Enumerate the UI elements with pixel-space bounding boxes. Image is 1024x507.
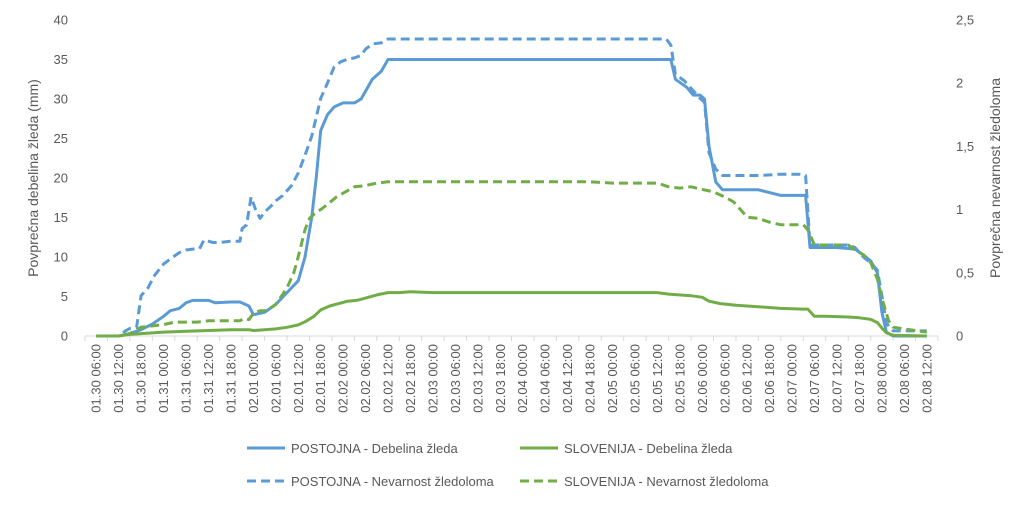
x-tick-label: 02.03 06:00: [448, 344, 463, 413]
x-tick-label: 01.31 18:00: [223, 344, 238, 413]
series-line-3: [96, 37, 927, 338]
x-tick-label: 02.06 00:00: [695, 344, 710, 413]
x-tick-label: 02.06 06:00: [717, 344, 732, 413]
x-tick-label: 02.01 18:00: [313, 344, 328, 413]
x-tick-label: 02.03 00:00: [425, 344, 440, 413]
y-right-tick-label: 1: [956, 202, 963, 217]
x-tick-label: 02.06 12:00: [740, 344, 755, 413]
y-left-tick-label: 25: [54, 131, 68, 146]
x-tick-label: 02.08 12:00: [919, 344, 934, 413]
y-axis-right-title: Povprečna nevarnost žledoloma: [987, 78, 1003, 278]
x-tick-label: 02.05 06:00: [627, 344, 642, 413]
y-right-tick-label: 2,5: [956, 13, 974, 28]
y-left-tick-label: 30: [54, 92, 68, 107]
x-tick-label: 01.30 18:00: [134, 344, 149, 413]
x-tick-label: 02.01 06:00: [268, 344, 283, 413]
x-tick-label: 02.07 06:00: [807, 344, 822, 413]
x-tick-label: 02.07 12:00: [829, 344, 844, 413]
x-tick-label: 01.30 12:00: [111, 344, 126, 413]
x-tick-label: 02.06 18:00: [762, 344, 777, 413]
legend-label: POSTOJNA - Nevarnost žledoloma: [291, 474, 495, 489]
x-tick-label: 02.08 00:00: [874, 344, 889, 413]
x-tick-label: 02.05 12:00: [650, 344, 665, 413]
series-line-4: [96, 180, 928, 338]
series-line-2: [96, 290, 927, 338]
x-tick-label: 02.04 00:00: [515, 344, 530, 413]
x-tick-label: 02.01 12:00: [291, 344, 306, 413]
y-left-tick-label: 10: [54, 250, 68, 265]
x-tick-label: 02.02 06:00: [358, 344, 373, 413]
series-group: [96, 37, 928, 338]
legend-label: POSTOJNA - Debelina žleda: [291, 441, 458, 456]
y-left-tick-label: 15: [54, 210, 68, 225]
x-tick-label: 02.07 00:00: [785, 344, 800, 413]
x-tick-label: 02.04 06:00: [538, 344, 553, 413]
x-tick-label: 02.04 18:00: [583, 344, 598, 413]
x-tick-label: 01.31 00:00: [156, 344, 171, 413]
x-tick-label: 02.03 18:00: [493, 344, 508, 413]
left-axis-ticks: 0 5 10 15 20 25 30 35 40: [54, 13, 68, 344]
x-tick-label: 02.01 00:00: [246, 344, 261, 413]
x-tick-label: 02.02 00:00: [336, 344, 351, 413]
y-axis-left-title: Povprečna debelina žleda (mm): [25, 79, 41, 277]
y-left-tick-label: 40: [54, 13, 68, 28]
y-left-tick-label: 5: [61, 289, 68, 304]
y-left-tick-label: 35: [54, 52, 68, 67]
x-tick-label: 02.03 12:00: [470, 344, 485, 413]
x-axis-ticks: 01.30 06:00 01.30 12:00 01.30 18:00 01.31 0…: [84, 336, 939, 413]
y-right-tick-label: 0: [956, 329, 963, 344]
series-line-1: [96, 58, 927, 338]
axis-titles: Povprečna debelina žleda (mm) Povprečna …: [25, 78, 1003, 278]
legend-label: SLOVENIJA - Nevarnost žledoloma: [564, 474, 769, 489]
right-axis-ticks: 0 0,5 1 1,5 2 2,5: [956, 13, 974, 344]
legend-label: SLOVENIJA - Debelina žleda: [564, 441, 733, 456]
x-tick-label: 02.02 12:00: [381, 344, 396, 413]
y-left-tick-label: 20: [54, 171, 68, 186]
x-tick-label: 02.04 12:00: [560, 344, 575, 413]
x-tick-label: 02.07 18:00: [852, 344, 867, 413]
x-tick-label: 01.31 06:00: [179, 344, 194, 413]
y-right-tick-label: 2: [956, 76, 963, 91]
y-right-tick-label: 0,5: [956, 265, 974, 280]
x-tick-label: 01.30 06:00: [89, 344, 104, 413]
x-tick-label: 02.08 06:00: [897, 344, 912, 413]
y-right-tick-label: 1,5: [956, 139, 974, 154]
y-left-tick-label: 0: [61, 329, 68, 344]
x-tick-label: 02.05 18:00: [672, 344, 687, 413]
x-tick-label: 02.05 00:00: [605, 344, 620, 413]
x-tick-label: 01.31 12:00: [201, 344, 216, 413]
legend: POSTOJNA - Debelina žleda SLOVENIJA - Deb…: [247, 441, 769, 489]
x-tick-label: 02.02 18:00: [403, 344, 418, 413]
